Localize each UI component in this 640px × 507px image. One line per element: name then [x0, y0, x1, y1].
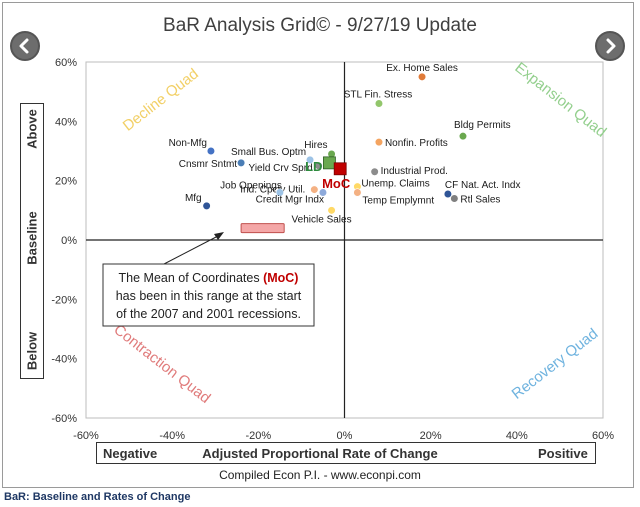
data-point	[374, 99, 384, 108]
x-tick-label: -20%	[245, 430, 271, 442]
data-point-label: Yield Crv Sprd	[249, 163, 313, 174]
data-point-label: STL Fin. Stress	[344, 90, 413, 101]
x-tick-label: 40%	[506, 430, 528, 442]
next-button[interactable]	[595, 31, 625, 61]
data-point-label: Bldg Permits	[454, 120, 511, 131]
x-tick-label: 20%	[420, 430, 442, 442]
quadrant-label-contraction: Contraction Quad	[110, 321, 213, 407]
data-point	[450, 194, 459, 203]
y-tick-label: 0%	[61, 235, 77, 247]
y-tick-label: 40%	[55, 116, 77, 128]
data-point	[202, 201, 211, 210]
y-tick-label: 20%	[55, 176, 77, 188]
chart-frame	[2, 2, 634, 488]
y-tick-label: -60%	[51, 413, 77, 425]
data-point-label: Non-Mfg	[169, 138, 207, 149]
x-axis-title: Adjusted Proportional Rate of Change	[202, 446, 438, 461]
annotation-arrow-head	[214, 232, 224, 240]
data-point-label: CF Nat. Act. Indx	[445, 180, 521, 191]
y-tick-label: -20%	[51, 294, 77, 306]
annotation-line-3: of the 2007 and 2001 recessions.	[116, 307, 301, 321]
data-point	[206, 146, 216, 156]
data-point-label: Vehicle Sales	[292, 214, 352, 225]
y-tick-label: 60%	[55, 57, 77, 69]
x-tick-label: 60%	[592, 430, 614, 442]
y-tick-label: -40%	[51, 354, 77, 366]
annotation-arrow-line	[163, 235, 219, 265]
y-axis-label-box	[20, 103, 44, 379]
data-point	[318, 188, 328, 197]
data-point	[417, 72, 427, 81]
data-point-label: Nonfin. Profits	[385, 138, 448, 149]
moc-label: MoC	[322, 176, 351, 191]
annotation-moc-highlight: (MoC)	[263, 271, 298, 285]
annotation-line-1: The Mean of Coordinates (MoC)	[119, 271, 299, 285]
annotation-line-2: has been in this range at the start	[116, 289, 302, 303]
recession-range-box	[240, 223, 285, 234]
x-tick-label: -40%	[159, 430, 185, 442]
data-point	[443, 189, 453, 199]
data-point-label: Ex. Home Sales	[386, 63, 458, 74]
x-tick-label: 0%	[337, 430, 353, 442]
ld-label: LD	[305, 159, 322, 174]
data-point-label: Rtl Sales	[460, 194, 500, 205]
data-point	[314, 161, 323, 170]
x-label-positive: Positive	[538, 446, 588, 461]
ld-marker	[323, 156, 336, 170]
data-point-label: Industrial Prod.	[381, 166, 448, 177]
data-point-label: Mfg	[185, 193, 202, 204]
quadrant-label-decline: Decline Quad	[120, 65, 202, 134]
data-point	[374, 138, 384, 147]
x-label-negative: Negative	[103, 446, 158, 461]
data-point-label: Temp Emplymnt	[362, 196, 434, 207]
data-point-label: Hires	[304, 140, 327, 151]
data-point	[370, 167, 379, 176]
data-point	[310, 185, 319, 194]
quadrant-label-expansion: Expansion Quad	[512, 59, 610, 141]
data-point-label: Cnsmr Sntmt	[179, 159, 238, 170]
chevron-left-icon	[19, 38, 29, 54]
data-point-label: Ind. Cpcty Util.	[240, 185, 305, 196]
credit-line: Compiled Econ P.I. - www.econpi.com	[219, 468, 421, 482]
data-point	[275, 188, 284, 197]
data-point	[327, 206, 336, 215]
data-point-label: Unemp. Claims	[361, 179, 429, 190]
data-point-label: Job Openings	[220, 181, 282, 192]
data-point	[305, 155, 315, 164]
x-tick-label: -60%	[73, 430, 99, 442]
data-point	[237, 158, 246, 167]
chevron-right-icon	[606, 38, 616, 54]
data-point	[458, 132, 468, 141]
data-point	[353, 188, 362, 197]
footnote: BaR: Baseline and Rates of Change	[4, 491, 191, 503]
data-point-label: Credit Mgr Indx	[256, 195, 324, 206]
quadrant-label-recovery: Recovery Quad	[509, 325, 602, 403]
previous-button[interactable]	[10, 31, 40, 61]
moc-marker	[333, 162, 347, 176]
x-axis-label-box	[96, 442, 596, 464]
chart-title: BaR Analysis Grid© - 9/27/19 Update	[163, 15, 477, 36]
data-point-label: Small Bus. Optm	[231, 147, 306, 158]
annotation-box	[102, 263, 315, 327]
